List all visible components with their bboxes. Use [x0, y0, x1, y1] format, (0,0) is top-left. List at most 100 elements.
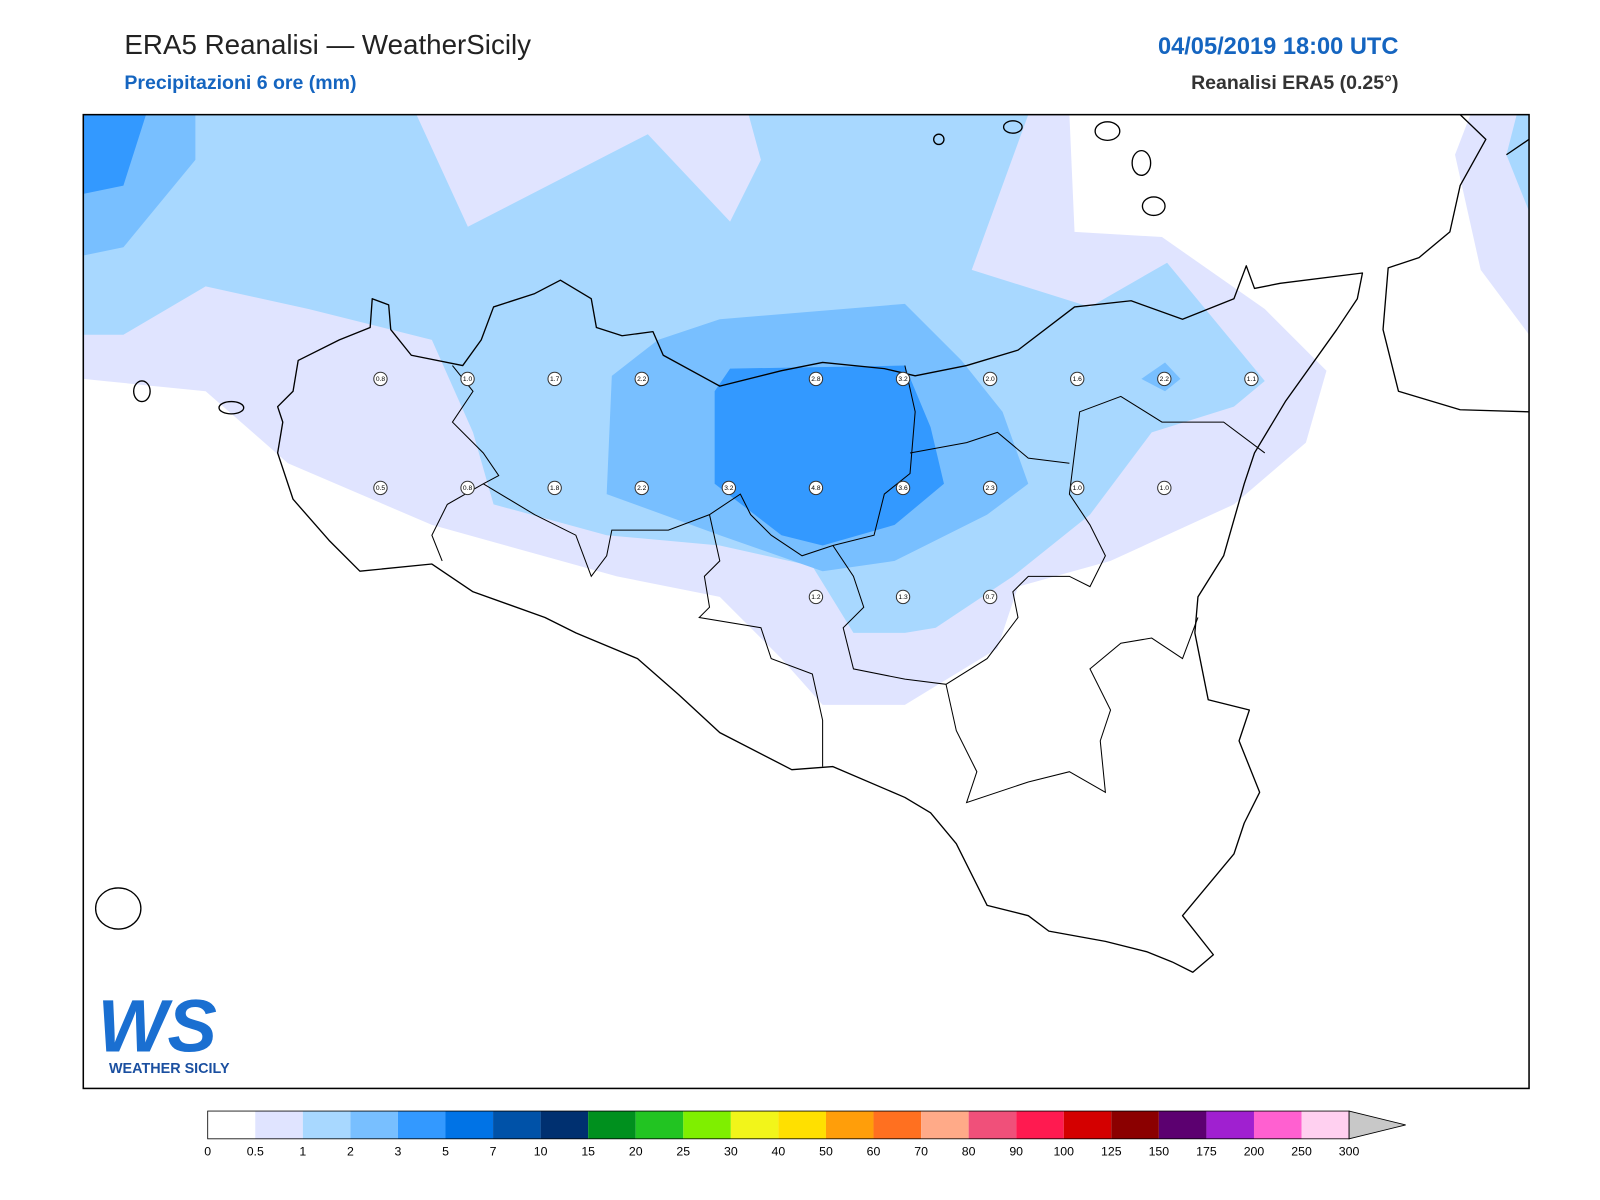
station-values: 0.8 1.0 1.7 2.2 2.8 3.2 2.0 1.6 2.2 1.1 0.5 0.8 1.8 2… [373, 371, 1259, 605]
station-value: 1.8 [550, 485, 560, 492]
colorbar-swatch [493, 1111, 541, 1139]
colorbar-tick-label: 20 [629, 1144, 643, 1158]
station-value: 1.7 [550, 376, 560, 383]
station-value: 2.0 [985, 376, 995, 383]
colorbar-tick-label: 200 [1244, 1144, 1265, 1158]
colorbar-tick-label: 300 [1339, 1144, 1360, 1158]
station-marker [721, 480, 737, 496]
colorbar-tick-label: 3 [395, 1144, 402, 1158]
station-marker [1157, 480, 1172, 496]
colorbar-swatch [207, 1111, 256, 1139]
station-marker [808, 480, 824, 496]
station-marker [808, 589, 824, 605]
station-value: 4.8 [811, 485, 821, 492]
station-value: 1.0 [463, 376, 473, 383]
station-value: 0.5 [376, 485, 386, 492]
subtitle: Precipitazioni 6 ore (mm) [124, 72, 356, 94]
colorbar-tick-label: 0.5 [247, 1144, 264, 1158]
station-value: 0.8 [376, 376, 386, 383]
colorbar-tick-label: 0 [204, 1144, 211, 1158]
station-marker [1070, 480, 1085, 496]
colorbar-swatch [397, 1111, 446, 1139]
station-marker [634, 371, 649, 387]
colorbar-swatch [540, 1111, 589, 1139]
station-value: 2.2 [637, 485, 647, 492]
station-marker [460, 480, 475, 496]
station-marker [547, 480, 562, 496]
station-marker [982, 589, 998, 605]
colorbar-swatch [302, 1111, 351, 1139]
colorbar-tick-label: 90 [1009, 1144, 1023, 1158]
station-marker [1157, 371, 1172, 387]
colorbar-swatch [1016, 1111, 1064, 1139]
station-value: 0.7 [985, 594, 995, 601]
colorbar-swatch [968, 1111, 1017, 1139]
colorbar-tick-label: 1 [299, 1144, 306, 1158]
colorbar-tick-label: 175 [1196, 1144, 1217, 1158]
logo-mark: WS [98, 984, 217, 1067]
colorbar-tick-label: 5 [442, 1144, 449, 1158]
colorbar-swatch [873, 1111, 922, 1139]
colorbar: 0 0.5 1 2 3 5 7 10 15 20 25 30 40 50 60 70 80 90 100 125 150… [204, 1110, 1406, 1158]
station-value: 1.0 [1073, 485, 1083, 492]
colorbar-tick-label: 15 [581, 1144, 595, 1158]
station-value: 3.2 [898, 376, 908, 383]
colorbar-tick-label: 10 [534, 1144, 548, 1158]
title: ERA5 Reanalisi — WeatherSicily [124, 29, 531, 60]
colorbar-swatch [255, 1111, 303, 1139]
station-marker [895, 371, 911, 387]
station-value: 2.2 [1160, 376, 1170, 383]
colorbar-swatch [825, 1111, 874, 1139]
station-marker [373, 480, 388, 496]
station-marker [982, 480, 998, 496]
colorbar-tick-label: 60 [867, 1144, 881, 1158]
station-value: 3.2 [724, 485, 734, 492]
colorbar-swatch [588, 1111, 636, 1139]
station-marker [808, 371, 824, 387]
station-value: 3.6 [898, 485, 908, 492]
map-frame [82, 113, 1530, 1090]
station-marker [634, 480, 649, 496]
colorbar-tick-label: 80 [962, 1144, 976, 1158]
station-value: 1.1 [1247, 376, 1257, 383]
station-marker [547, 371, 562, 387]
colorbar-swatch [921, 1111, 969, 1139]
station-marker [982, 371, 998, 387]
station-marker [460, 371, 475, 387]
colorbar-tick-label: 150 [1149, 1144, 1170, 1158]
colorbar-swatch [683, 1111, 731, 1139]
station-value: 1.6 [1073, 376, 1083, 383]
colorbar-tick-label: 125 [1101, 1144, 1122, 1158]
colorbar-swatch [1111, 1111, 1159, 1139]
station-value: 1.3 [898, 594, 908, 601]
station-value: 2.2 [637, 376, 647, 383]
colorbar-swatch [1063, 1111, 1112, 1139]
station-value: 1.2 [811, 594, 821, 601]
colorbar-tick-label: 25 [676, 1144, 690, 1158]
logo: WS WEATHER SICILY [98, 984, 230, 1077]
colorbar-swatch [730, 1111, 779, 1139]
station-value: 2.3 [985, 485, 995, 492]
station-marker [373, 371, 388, 387]
colorbar-frame [207, 1110, 1350, 1140]
station-marker [1070, 371, 1085, 387]
map-area: 0.8 1.0 1.7 2.2 2.8 3.2 2.0 1.6 2.2 1.1 0.5 0.8 1.8 2… [83, 114, 1530, 1089]
colorbar-tick-label: 30 [724, 1144, 738, 1158]
station-marker [895, 589, 911, 605]
logo-text: WEATHER SICILY [109, 1061, 230, 1077]
colorbar-tick-label: 50 [819, 1144, 833, 1158]
station-value: 1.0 [1160, 485, 1170, 492]
colorbar-swatch [635, 1111, 684, 1139]
colorbar-tick-label: 7 [490, 1144, 497, 1158]
colorbar-tick-label: 70 [914, 1144, 928, 1158]
colorbar-tick-label: 250 [1291, 1144, 1312, 1158]
colorbar-extension [1348, 1110, 1406, 1140]
colorbar-swatch [1301, 1111, 1350, 1139]
colorbar-swatch [1253, 1111, 1302, 1139]
colorbar-swatch [350, 1111, 398, 1139]
source: Reanalisi ERA5 (0.25°) [1191, 72, 1398, 94]
colorbar-tick-label: 40 [772, 1144, 786, 1158]
colorbar-swatch [1158, 1111, 1207, 1139]
